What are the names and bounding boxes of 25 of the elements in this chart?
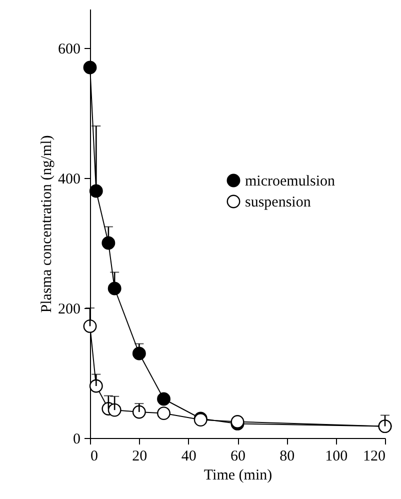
y-tick-label: 200: [58, 302, 80, 318]
x-axis-title: Time (min): [204, 468, 272, 484]
point: [157, 406, 170, 420]
x-tick-label: 20: [132, 448, 148, 464]
x-tick-label: 60: [230, 448, 246, 464]
x-tick-label: 0: [90, 448, 98, 464]
x-tick-label: 80: [280, 448, 295, 464]
x-tick-label: 120: [363, 448, 386, 464]
point: [108, 282, 122, 296]
y-tick-label: 600: [58, 42, 80, 58]
x-tick-label: 100: [325, 448, 348, 464]
point: [83, 319, 97, 333]
point: [108, 403, 122, 417]
y-axis-title: Plasma concentration (ng/ml): [39, 135, 55, 313]
y-tick-label: 0: [73, 432, 80, 448]
point: [157, 392, 170, 406]
point: [132, 405, 146, 419]
point: [102, 236, 116, 250]
legend-label: microemulsion: [245, 174, 336, 190]
y-tick-label: 400: [58, 172, 80, 188]
point: [132, 346, 146, 360]
point: [89, 184, 103, 198]
legend-label: suspension: [245, 194, 312, 210]
point: [83, 60, 97, 74]
x-tick-label: 40: [181, 448, 196, 464]
